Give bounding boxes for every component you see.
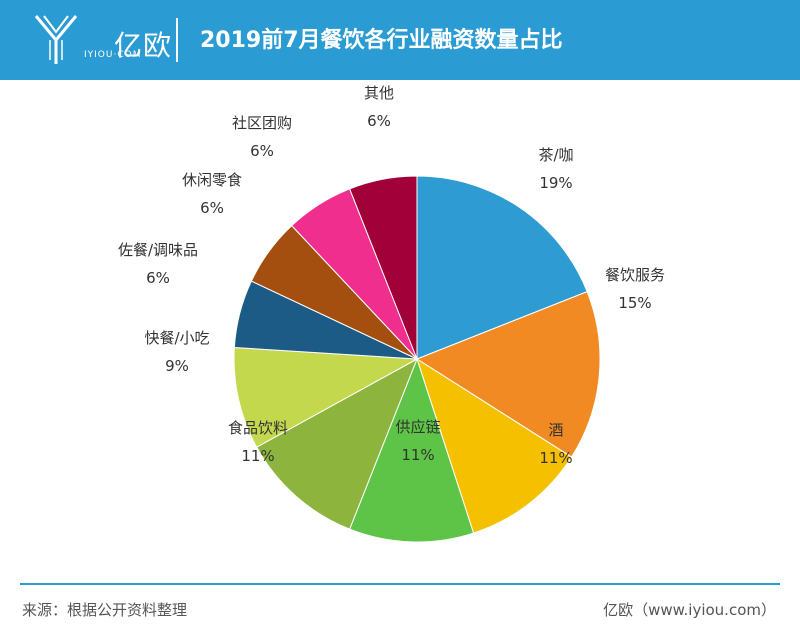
slice-percent-7: 6% — [146, 269, 170, 287]
pie-slice-4 — [348, 357, 475, 543]
slice-label-4: 供应链 — [395, 418, 440, 436]
slice-label-1: 茶/咖 — [538, 146, 573, 164]
logo-icon — [34, 15, 78, 64]
pie-slice-5 — [255, 357, 418, 530]
pie-slice-1 — [416, 175, 588, 360]
slice-percent-9: 6% — [250, 142, 274, 160]
slice-percent-1: 19% — [539, 174, 572, 192]
slice-percent-2: 15% — [618, 294, 651, 312]
slice-percent-10: 6% — [367, 112, 391, 130]
slice-percent-6: 9% — [165, 357, 189, 375]
slice-label-8: 休闲零食 — [182, 171, 242, 189]
slice-label-7: 佐餐/调味品 — [118, 241, 198, 259]
pie-slice-2 — [415, 290, 601, 458]
slice-label-5: 食品饮料 — [228, 419, 288, 437]
pie-labels: 茶/咖 19% 餐饮服务 15% 酒 11% 供应链 11% 食品饮料 11% 快餐/小吃 9% 佐餐/… — [118, 84, 665, 467]
footer-divider — [20, 583, 780, 585]
slice-percent-3: 11% — [539, 449, 572, 467]
page-title: 2019前7月餐饮各行业融资数量占比 — [200, 28, 563, 53]
slice-label-9: 社区团购 — [232, 114, 292, 132]
logo-text: 亿欧 — [114, 29, 173, 62]
slice-label-2: 餐饮服务 — [605, 266, 665, 284]
pie-slices — [233, 175, 601, 543]
header-bar: 亿欧 IYIOU·COM 2019前7月餐饮各行业融资数量占比 — [0, 0, 800, 80]
slice-percent-4: 11% — [401, 446, 434, 464]
brand-note: 亿欧（www.iyiou.com） — [603, 601, 776, 619]
slice-label-3: 酒 — [548, 421, 563, 439]
header-divider — [176, 18, 178, 62]
source-note: 来源：根据公开资料整理 — [22, 601, 188, 619]
pie-chart: 茶/咖 19% 餐饮服务 15% 酒 11% 供应链 11% 食品饮料 11% 快餐/小吃 9% 佐餐/… — [118, 84, 665, 543]
slice-label-6: 快餐/小吃 — [144, 329, 209, 347]
pie-slice-6 — [233, 346, 419, 448]
pie-slice-10 — [348, 175, 418, 360]
slice-percent-8: 6% — [200, 199, 224, 217]
slice-percent-5: 11% — [241, 447, 274, 465]
logo-subtext: IYIOU·COM — [84, 50, 142, 60]
pie-slice-3 — [416, 357, 573, 534]
logo: 亿欧 — [30, 10, 180, 70]
slice-label-10: 其他 — [364, 84, 394, 102]
